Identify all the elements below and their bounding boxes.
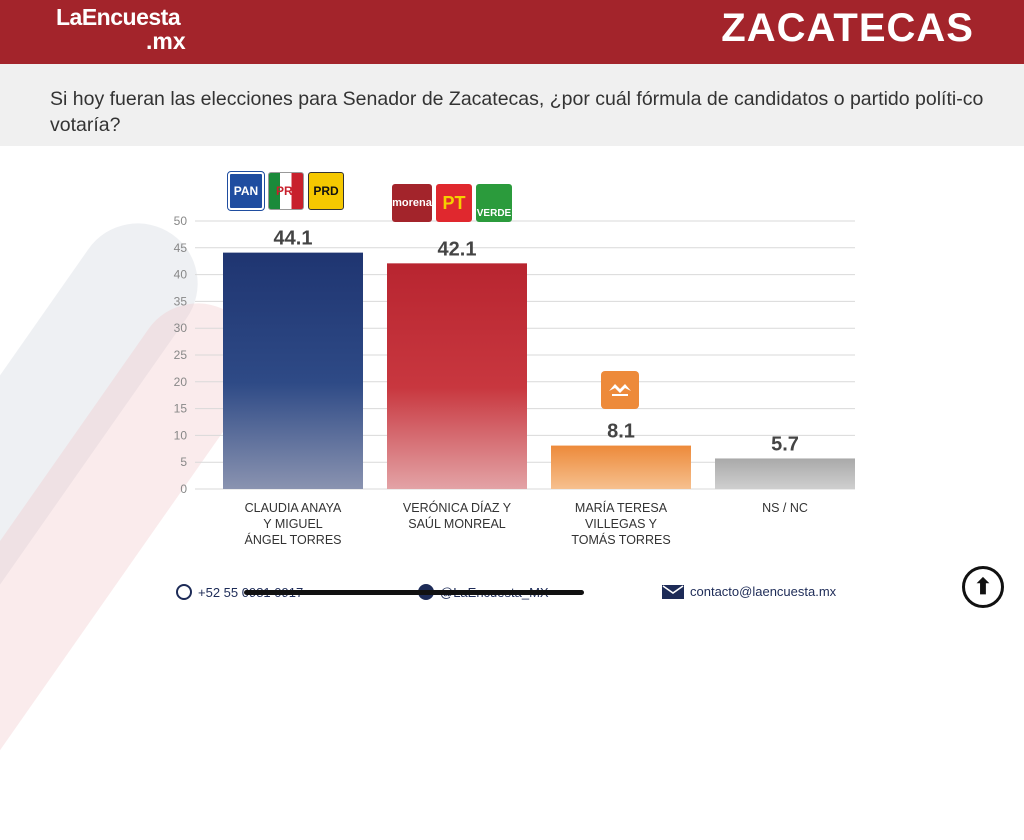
morena-logo: morena — [392, 184, 432, 222]
bar — [223, 252, 363, 489]
mc-logo — [601, 371, 639, 409]
y-tick-label: 10 — [174, 428, 188, 442]
y-tick-label: 45 — [174, 241, 188, 255]
arrow-up-icon: ⬆ — [973, 574, 993, 599]
value-label: 8.1 — [607, 421, 635, 443]
logo-line1: LaEncuesta — [56, 4, 181, 30]
scroll-top-button[interactable]: ⬆ — [962, 566, 1004, 608]
category-label: SAÚL MONREAL — [408, 516, 506, 531]
y-tick-label: 0 — [180, 482, 187, 496]
value-label: 5.7 — [771, 433, 799, 455]
category-label: ÁNGEL TORRES — [244, 532, 341, 547]
mail-icon — [662, 584, 684, 599]
prd-logo: PRD — [308, 172, 344, 210]
y-tick-label: 50 — [174, 214, 188, 228]
bar — [715, 458, 855, 489]
verde-logo: VERDE — [476, 184, 512, 222]
y-axis: 0 5 10 15 20 25 30 35 40 45 50 — [174, 214, 188, 496]
value-labels: 44.1 42.1 8.1 5.7 — [274, 228, 799, 456]
state-title: ZACATECAS — [721, 6, 974, 50]
y-tick-label: 20 — [174, 375, 188, 389]
y-tick-label: 30 — [174, 321, 188, 335]
footer: +52 55 0981 0917 @LaEncuesta_MX contacto… — [0, 584, 1024, 608]
category-label: VILLEGAS Y — [585, 517, 658, 531]
coalition2-logos: morena PT VERDE — [392, 184, 512, 222]
category-label: TOMÁS TORRES — [571, 532, 670, 547]
y-tick-label: 15 — [174, 402, 188, 416]
brand-logo[interactable]: LaEncuesta .mx — [56, 6, 186, 53]
email-address: contacto@laencuesta.mx — [690, 584, 837, 599]
bar — [551, 445, 691, 489]
bar-chart: 0 5 10 15 20 25 30 35 40 45 50 44.1 42.1 8.1 5.7 CLAU… — [174, 214, 855, 547]
survey-question: Si hoy fueran las elecciones para Senado… — [50, 88, 984, 136]
value-label: 44.1 — [274, 228, 313, 250]
bars — [223, 252, 855, 489]
category-label: NS / NC — [762, 501, 808, 515]
header-bar: LaEncuesta .mx ZACATECAS — [0, 0, 1024, 64]
value-label: 42.1 — [438, 238, 477, 260]
y-tick-label: 25 — [174, 348, 188, 362]
logo-line2: .mx — [146, 28, 186, 54]
category-label: Y MIGUEL — [263, 517, 323, 531]
scrollbar[interactable] — [244, 590, 584, 595]
mc-logo-wrap — [601, 371, 639, 409]
pt-logo: PT — [436, 184, 472, 222]
bar — [387, 263, 527, 489]
y-tick-label: 5 — [180, 455, 187, 469]
pan-logo: PAN — [227, 171, 265, 211]
y-tick-label: 35 — [174, 294, 188, 308]
pri-logo: PRI — [268, 172, 304, 210]
category-label: CLAUDIA ANAYA — [245, 501, 342, 515]
whatsapp-icon — [176, 584, 192, 600]
category-label: MARÍA TERESA — [575, 500, 668, 515]
category-label: VERÓNICA DÍAZ Y — [403, 500, 512, 515]
y-tick-label: 40 — [174, 268, 188, 282]
coalition1-logos: PAN PRI PRD — [227, 171, 344, 211]
question-band — [0, 64, 1024, 146]
email-contact[interactable]: contacto@laencuesta.mx — [662, 584, 836, 599]
